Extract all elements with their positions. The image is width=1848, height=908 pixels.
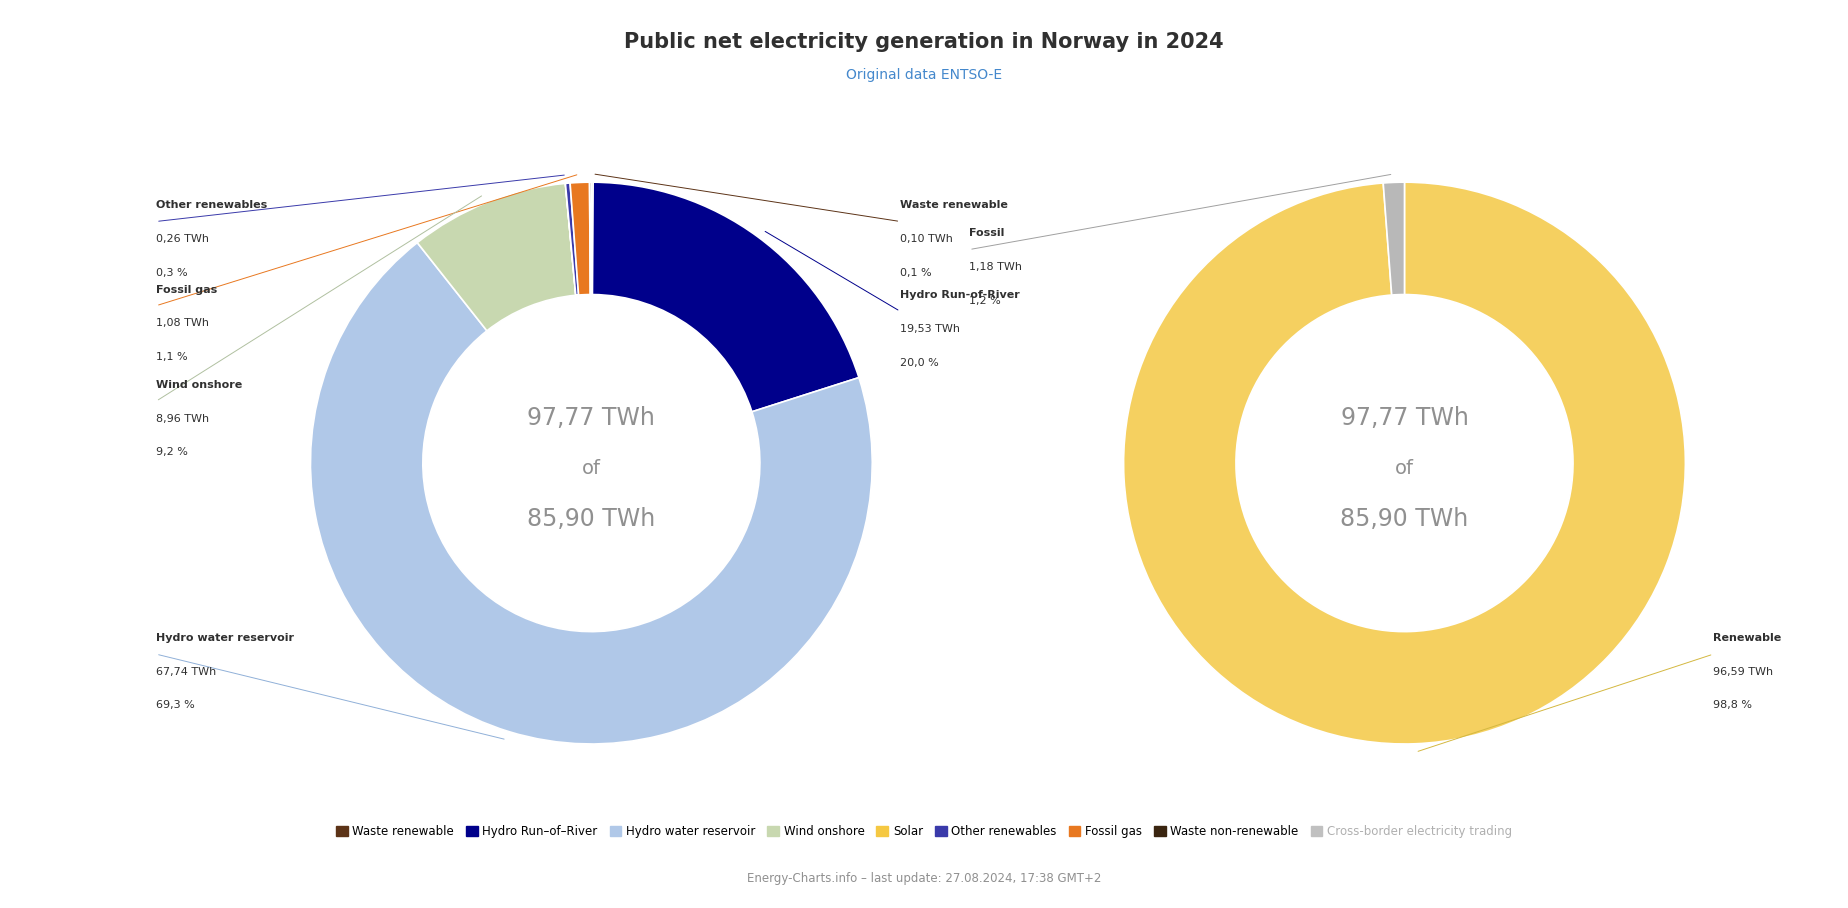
Legend: Waste renewable, Hydro Run–of–River, Hydro water reservoir, Wind onshore, Solar,: Waste renewable, Hydro Run–of–River, Hyd…	[331, 821, 1517, 843]
Text: Hydro Run-of-River: Hydro Run-of-River	[900, 291, 1020, 301]
Text: 69,3 %: 69,3 %	[155, 700, 194, 710]
Wedge shape	[565, 183, 578, 295]
Text: Other renewables: Other renewables	[155, 201, 268, 211]
Text: Energy-Charts.info – last update: 27.08.2024, 17:38 GMT+2: Energy-Charts.info – last update: 27.08.…	[747, 873, 1101, 885]
Wedge shape	[1382, 183, 1404, 295]
Text: 8,96 TWh: 8,96 TWh	[155, 414, 209, 424]
Text: Fossil: Fossil	[968, 229, 1005, 239]
Text: of: of	[1395, 459, 1414, 479]
Text: Renewable: Renewable	[1713, 633, 1781, 643]
Text: 19,53 TWh: 19,53 TWh	[900, 324, 961, 334]
Text: Original data ENTSO-E: Original data ENTSO-E	[846, 68, 1002, 82]
Text: 1,2 %: 1,2 %	[968, 296, 1002, 306]
Text: 9,2 %: 9,2 %	[155, 448, 188, 458]
Text: 85,90 TWh: 85,90 TWh	[1340, 508, 1469, 531]
Text: of: of	[582, 459, 601, 479]
Text: 1,08 TWh: 1,08 TWh	[155, 318, 209, 329]
Wedge shape	[1124, 183, 1685, 744]
Text: 20,0 %: 20,0 %	[900, 358, 939, 368]
Text: 98,8 %: 98,8 %	[1713, 700, 1752, 710]
Text: Public net electricity generation in Norway in 2024: Public net electricity generation in Nor…	[625, 32, 1223, 52]
Text: 0,1 %: 0,1 %	[900, 268, 931, 278]
Wedge shape	[565, 183, 577, 295]
Text: 96,59 TWh: 96,59 TWh	[1713, 666, 1774, 676]
Text: 85,90 TWh: 85,90 TWh	[527, 508, 656, 531]
Text: 97,77 TWh: 97,77 TWh	[1340, 406, 1469, 430]
Text: Fossil gas: Fossil gas	[155, 284, 218, 294]
Text: 67,74 TWh: 67,74 TWh	[155, 666, 216, 676]
Wedge shape	[593, 183, 859, 412]
Text: 0,10 TWh: 0,10 TWh	[900, 234, 954, 244]
Text: 97,77 TWh: 97,77 TWh	[527, 406, 656, 430]
Text: Waste renewable: Waste renewable	[900, 201, 1009, 211]
Text: 0,26 TWh: 0,26 TWh	[155, 234, 209, 244]
Text: Hydro water reservoir: Hydro water reservoir	[155, 633, 294, 643]
Text: Wind onshore: Wind onshore	[155, 380, 242, 390]
Wedge shape	[310, 242, 872, 744]
Text: 0,3 %: 0,3 %	[155, 268, 188, 278]
Text: 1,18 TWh: 1,18 TWh	[968, 262, 1022, 272]
Text: 1,1 %: 1,1 %	[155, 352, 188, 362]
Wedge shape	[569, 183, 590, 295]
Wedge shape	[418, 183, 577, 331]
